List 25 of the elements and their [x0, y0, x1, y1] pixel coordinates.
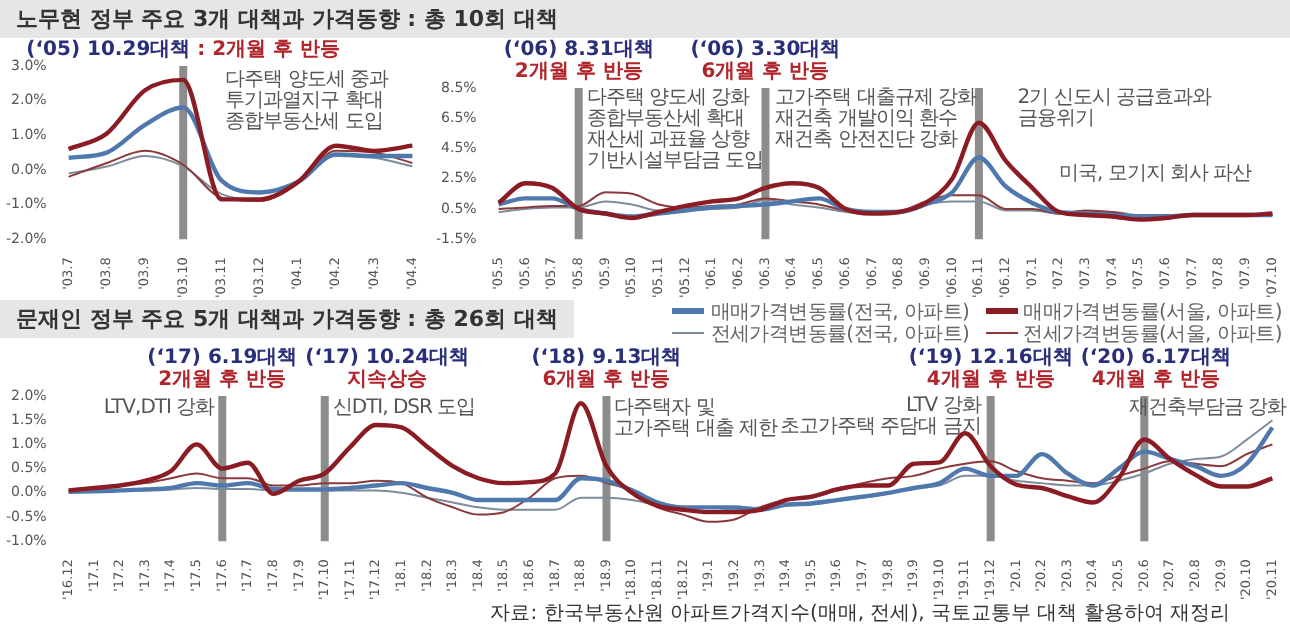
- ref-line-label: (‘06) 8.31대책 2개월 후 반등: [503, 39, 654, 84]
- line-series: [66, 105, 415, 195]
- ref-line-label: (‘06) 3.30대책 6개월 후 반등: [690, 39, 841, 84]
- legend-label: 매매가격변동률(서울, 아파트): [1023, 299, 1282, 324]
- annotation: LTV,DTI 강화: [103, 396, 216, 419]
- ref-line-label: (‘17) 6.19대책 2개월 후 반등: [147, 347, 298, 392]
- ref-line-label: (‘05) 10.29대책 : 2개월 후 반등: [26, 39, 341, 62]
- annotation: 다주택 양도세 중과 투기과열지구 확대 종합부동산세 도입: [225, 68, 390, 133]
- legend-label: 매매가격변동률(전국, 아파트): [710, 299, 970, 324]
- ref-line-label: (‘20) 6.17대책 4개월 후 반등: [1080, 347, 1231, 392]
- annotation: 다주택자 및 고가주택 대출 제한: [614, 396, 779, 440]
- ref-line-label: (‘18) 9.13대책 6개월 후 반등: [531, 347, 682, 392]
- annotation: 미국, 모기지 회사 파산: [1058, 162, 1253, 185]
- chart-title: 노무현 정부 주요 3개 대책과 가격동향 : 총 10회 대책: [0, 0, 1290, 38]
- annotation: 신DTI, DSR 도입: [332, 396, 476, 419]
- text: 자료: 한국부동산원 아파트가격지수(매매, 전세), 국토교통부 대책 활용하여 재정리: [490, 603, 1230, 626]
- annotation: 다주택 양도세 강화 종합부동산세 확대 재산세 과표율 상향 기반시설부담금 도입: [586, 87, 764, 173]
- line-series: [496, 155, 1275, 219]
- legend-label: 전세가격변동률(전국, 아파트): [710, 321, 970, 347]
- annotation: 2기 신도시 공급효과와 금융위기: [1017, 87, 1213, 131]
- legend-label: 전세가격변동률(서울, 아파트): [1023, 321, 1282, 347]
- ref-line-label: (‘19) 12.16대책 4개월 후 반등: [908, 347, 1073, 392]
- chart-title: 문재인 정부 주요 5개 대책과 가격동향 : 총 26회 대책: [0, 300, 574, 338]
- ref-line-label: (‘17) 10.24대책 지속상승: [305, 347, 470, 392]
- annotation: LTV 강화 초고가주택 주담대 금지: [779, 395, 982, 439]
